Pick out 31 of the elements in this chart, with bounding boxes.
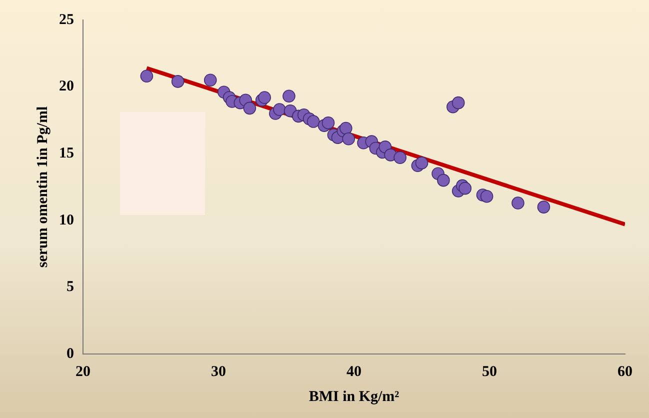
y-tick-label: 10 — [59, 212, 74, 228]
point — [452, 96, 465, 110]
point — [273, 103, 286, 116]
point — [537, 200, 550, 214]
y-tick-label: 5 — [66, 279, 74, 296]
point — [322, 116, 335, 130]
point — [306, 115, 320, 128]
y-tick-label: 15 — [59, 145, 74, 162]
point — [171, 75, 184, 88]
y-tick-label: 20 — [59, 78, 74, 95]
point — [394, 151, 406, 164]
y-axis-title: serum omentin 1in Pg/ml — [34, 106, 51, 268]
point — [339, 122, 352, 135]
point — [342, 132, 355, 146]
point — [512, 196, 524, 210]
x-tick-label: 60 — [618, 364, 632, 380]
point — [204, 74, 217, 87]
point — [415, 156, 428, 170]
point — [282, 90, 296, 103]
x-tick-label: 50 — [482, 364, 497, 380]
point — [258, 91, 271, 104]
y-tick-label: 0 — [66, 346, 74, 362]
x-tick-label: 40 — [346, 364, 362, 380]
point — [480, 190, 494, 203]
point — [458, 182, 472, 195]
point — [243, 102, 256, 115]
x-axis-title: BMI in Kg/m² — [308, 388, 400, 405]
y-tick-label: 25 — [59, 12, 74, 28]
point — [437, 174, 450, 187]
point — [140, 70, 154, 83]
x-tick-label: 30 — [211, 364, 226, 380]
